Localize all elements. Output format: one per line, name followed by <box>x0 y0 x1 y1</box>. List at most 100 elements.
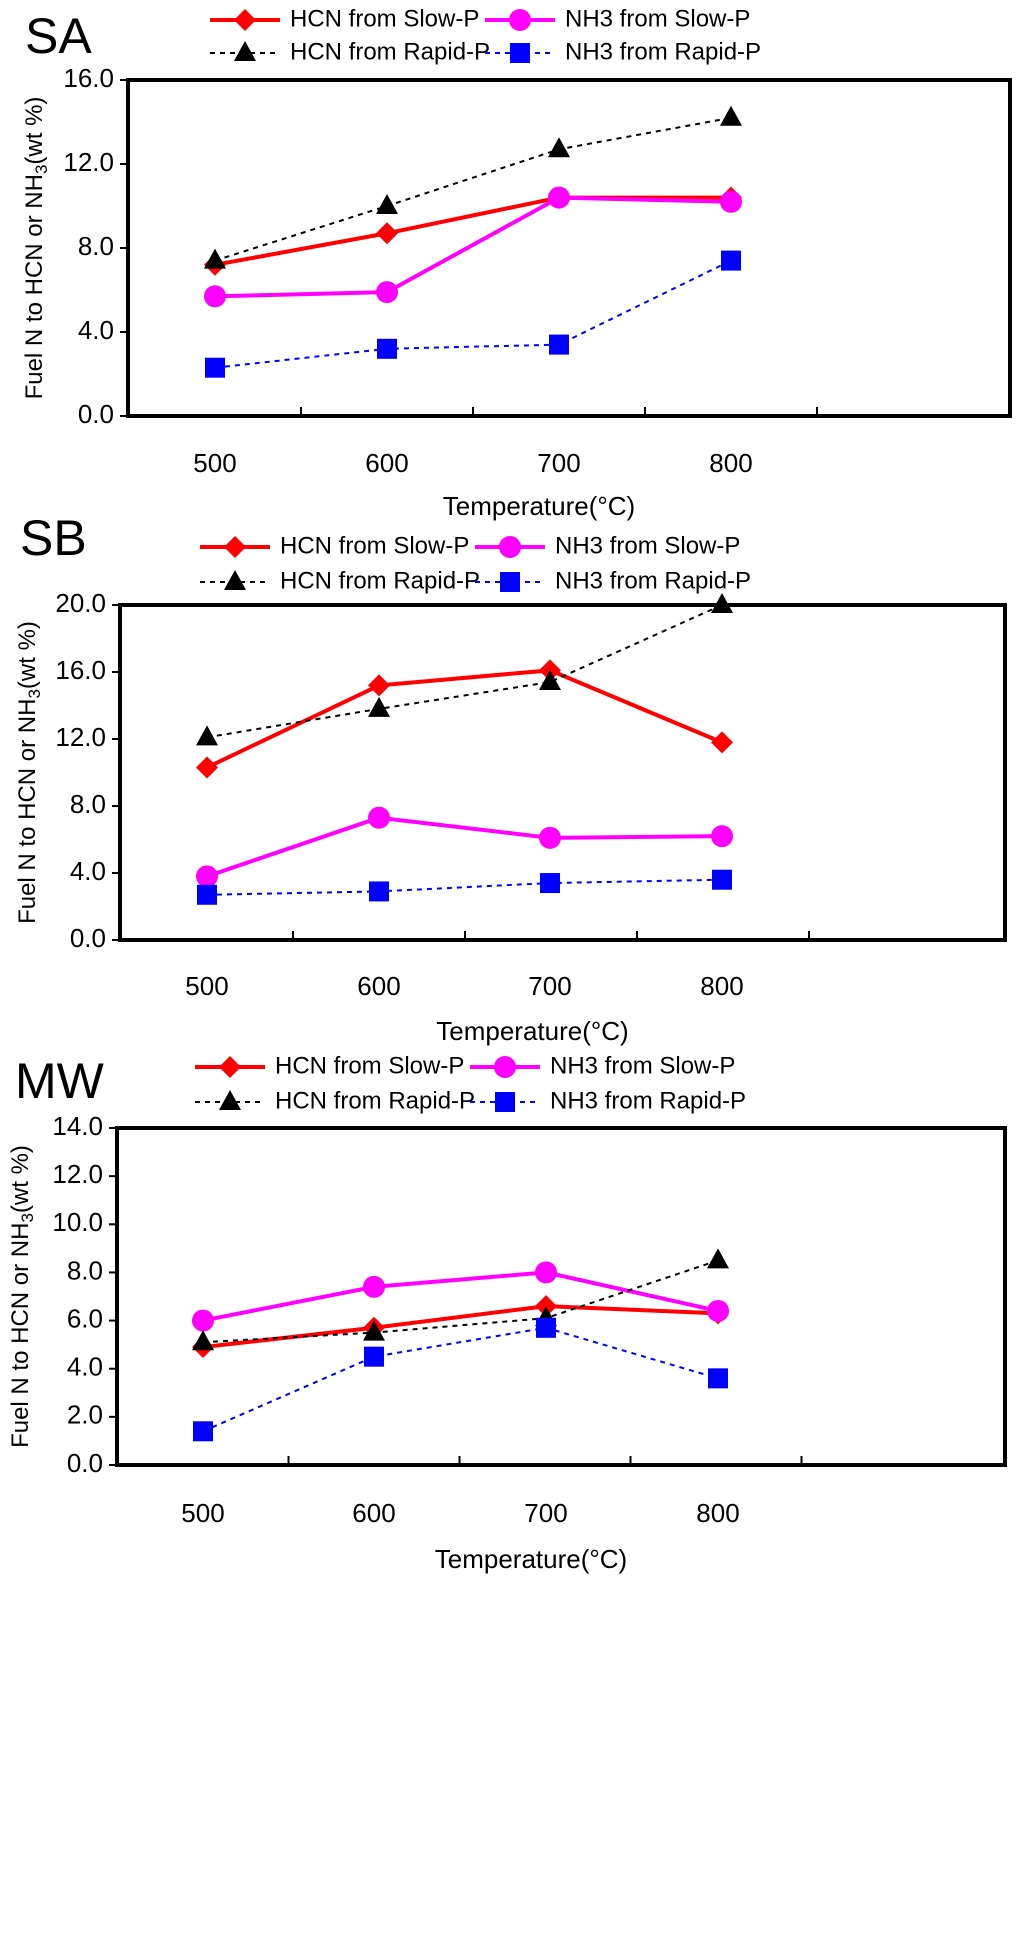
series-nh3-from-slow-p <box>204 186 742 308</box>
series-hcn-from-rapid-p <box>204 105 742 269</box>
series-nh3-from-rapid-p <box>197 869 732 905</box>
y-tick-label: 0.0 <box>67 1448 103 1478</box>
x-tick-label: 600 <box>352 1498 395 1528</box>
data-point-circle-marker <box>535 1261 557 1284</box>
legend-label: NH3 from Rapid-P <box>550 1087 746 1114</box>
x-tick-label: 800 <box>700 971 743 1001</box>
x-axis-title: Temperature(°C) <box>435 1544 627 1574</box>
x-tick-label: 700 <box>524 1498 567 1528</box>
y-axis-title-tail: (wt %) <box>7 1145 34 1213</box>
legend-square-marker <box>500 572 520 592</box>
x-tick-label: 800 <box>709 448 752 478</box>
data-point-square-marker <box>369 881 389 902</box>
y-tick-label: 6.0 <box>67 1303 103 1333</box>
y-tick-label: 12.0 <box>55 722 106 752</box>
data-point-square-marker <box>721 250 741 271</box>
series-hcn-from-slow-p-line <box>202 1304 719 1350</box>
data-point-circle-marker <box>720 190 742 213</box>
y-axis-title: Fuel N to HCN or NH3(wt %) <box>7 1145 37 1448</box>
y-tick-label: 8.0 <box>67 1255 103 1285</box>
data-point-diamond-marker <box>711 731 733 754</box>
y-axis-title-main: Fuel N to HCN or NH <box>7 1223 34 1448</box>
y-tick-label: 10.0 <box>52 1207 103 1237</box>
legend-label: NH3 from Rapid-P <box>565 38 761 65</box>
plot-frame <box>115 1126 1007 1467</box>
series-hcn-from-slow-p <box>196 659 733 779</box>
series-hcn-from-rapid-p <box>196 593 733 746</box>
y-axis-title-subscript: 3 <box>18 1213 37 1222</box>
series-hcn-from-rapid-p-line <box>206 604 723 739</box>
x-axis-title: Temperature(°C) <box>443 491 635 521</box>
panel-label: SA <box>25 8 92 64</box>
x-tick-label: 500 <box>181 1498 224 1528</box>
legend-entry: HCN from Rapid-P <box>210 38 490 65</box>
legend-square-marker <box>495 1092 515 1112</box>
data-point-diamond-marker <box>196 756 218 779</box>
series-nh3-from-slow-p <box>192 1261 729 1332</box>
data-point-square-marker <box>193 1421 213 1442</box>
y-tick-label: 4.0 <box>70 856 106 886</box>
legend-square-marker <box>510 43 530 63</box>
series-nh3-from-rapid-p <box>205 250 741 378</box>
y-tick-label: 4.0 <box>67 1352 103 1382</box>
panel-label: MW <box>15 1053 105 1109</box>
legend-entry: NH3 from Slow-P <box>470 1052 735 1079</box>
series-hcn-from-slow-p-line <box>214 195 731 267</box>
y-tick-label: 8.0 <box>78 231 114 261</box>
data-point-circle-marker <box>363 1275 385 1298</box>
data-point-circle-marker <box>368 806 390 829</box>
y-tick-label: 0.0 <box>78 399 114 429</box>
y-tick-label: 12.0 <box>52 1159 103 1189</box>
legend-entry: HCN from Slow-P <box>195 1052 464 1079</box>
data-point-square-marker <box>197 884 217 905</box>
y-axis-title-tail: (wt %) <box>14 621 41 689</box>
legend-entry: NH3 from Slow-P <box>485 5 750 32</box>
legend-diamond-marker <box>224 536 246 558</box>
legend-entry: HCN from Slow-P <box>210 5 479 32</box>
y-axis-title-subscript: 3 <box>25 689 44 698</box>
data-point-triangle-marker <box>539 670 561 691</box>
series-nh3-from-rapid-p <box>193 1317 728 1442</box>
data-point-circle-marker <box>192 1309 214 1332</box>
y-axis-title: Fuel N to HCN or NH3(wt %) <box>14 621 44 924</box>
data-point-triangle-marker <box>196 725 218 746</box>
legend-label: NH3 from Slow-P <box>550 1052 735 1079</box>
legend-label: HCN from Slow-P <box>280 532 469 559</box>
legend-triangle-marker <box>234 41 256 61</box>
chart-panel-sa: SA 0.0 4.0 8.0 12.0 16.0 500 600 700 800 Temperatu… <box>21 5 1012 521</box>
series-nh3-from-rapid-p-line <box>206 878 723 896</box>
legend-label: HCN from Slow-P <box>275 1052 464 1079</box>
legend-entry: NH3 from Slow-P <box>475 532 740 559</box>
legend-triangle-marker <box>219 1090 241 1110</box>
y-tick-label: 16.0 <box>63 63 114 93</box>
series-nh3-from-rapid-p-line <box>202 1326 719 1433</box>
legend-label: NH3 from Slow-P <box>565 5 750 32</box>
data-point-triangle-marker <box>376 194 398 214</box>
y-tick-label: 8.0 <box>70 789 106 819</box>
x-tick-label: 500 <box>185 971 228 1001</box>
data-point-triangle-marker <box>368 696 390 717</box>
y-axis-title-main: Fuel N to HCN or NH <box>14 699 41 924</box>
y-axis-title-main: Fuel N to HCN or NH <box>21 174 48 399</box>
legend-label: HCN from Rapid-P <box>280 567 480 594</box>
data-point-diamond-marker <box>535 1295 557 1318</box>
y-tick-label: 2.0 <box>67 1400 103 1430</box>
plot-frame <box>126 78 1012 418</box>
y-tick-label: 12.0 <box>63 147 114 177</box>
series-nh3-from-slow-p <box>196 806 733 888</box>
x-tick-label: 700 <box>537 448 580 478</box>
chart-panel-mw: MW 0.0 2.0 4.0 6.0 8.0 10.0 12.0 14.0 500 600 700 80… <box>7 1052 1007 1574</box>
series-hcn-from-slow-p-line <box>206 668 723 770</box>
data-point-square-marker <box>712 869 732 890</box>
legend-label: HCN from Slow-P <box>290 5 479 32</box>
x-tick-label: 600 <box>357 971 400 1001</box>
data-point-square-marker <box>205 357 225 378</box>
data-point-square-marker <box>377 338 397 359</box>
legend-triangle-marker <box>224 570 246 590</box>
data-point-square-marker <box>540 873 560 894</box>
data-point-circle-marker <box>196 865 218 888</box>
data-point-circle-marker <box>539 826 561 849</box>
data-point-square-marker <box>536 1317 556 1338</box>
legend-entry: HCN from Slow-P <box>200 532 469 559</box>
